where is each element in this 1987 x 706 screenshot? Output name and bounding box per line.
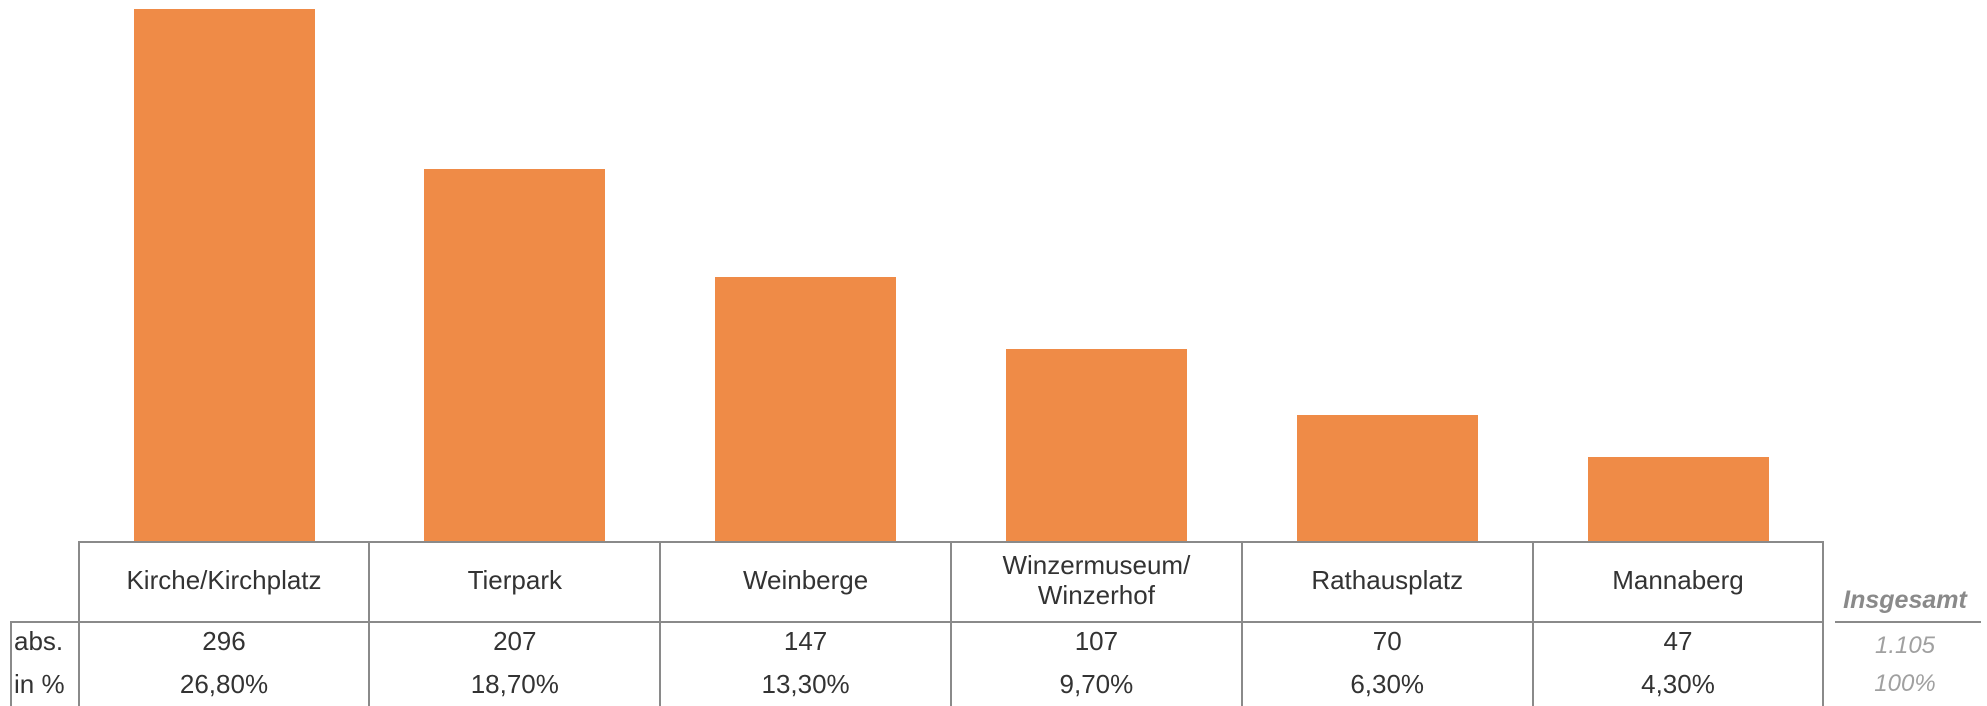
table-border xyxy=(10,621,1824,623)
value-label: 70 xyxy=(1372,626,1402,657)
total-label: Insgesamt xyxy=(1843,586,1967,614)
value-label: 147 xyxy=(783,626,828,657)
bar xyxy=(1005,348,1187,541)
category-label: Mannaberg xyxy=(1612,565,1744,596)
value-label: 47 xyxy=(1663,626,1693,657)
bar xyxy=(424,168,606,541)
category-label: Weinberge xyxy=(742,565,869,596)
value-label: 207 xyxy=(493,626,537,657)
category-label: Tierpark xyxy=(467,565,562,596)
table-border xyxy=(950,541,952,706)
table-border xyxy=(1531,541,1534,706)
bar xyxy=(133,9,315,541)
share-label: 4,30% xyxy=(1641,668,1715,699)
category-label: Kirche/Kirchplatz xyxy=(126,565,322,596)
bar xyxy=(1296,415,1478,541)
total-share: 100% xyxy=(1874,670,1936,697)
share-label: 13,30% xyxy=(761,668,850,699)
table-border xyxy=(10,621,12,706)
bar xyxy=(715,276,897,541)
total-underline xyxy=(1835,621,1981,623)
value-label: 296 xyxy=(202,626,246,657)
table-border xyxy=(77,541,80,706)
row-label: abs. xyxy=(14,626,64,657)
share-label: 9,70% xyxy=(1059,668,1134,699)
category-label: Rathausplatz xyxy=(1311,565,1464,596)
category-label: Winzermuseum/ Winzerhof xyxy=(1002,550,1191,610)
share-label: 18,70% xyxy=(470,668,559,699)
bar xyxy=(1587,456,1769,541)
share-label: 26,80% xyxy=(179,668,269,699)
total-value: 1.105 xyxy=(1874,632,1936,659)
share-label: 6,30% xyxy=(1350,668,1425,699)
value-label: 107 xyxy=(1074,626,1119,657)
table-border xyxy=(659,541,662,706)
row-label: in % xyxy=(14,668,65,699)
table-border xyxy=(1822,541,1825,706)
table-border xyxy=(1240,541,1243,706)
table-border xyxy=(368,541,371,706)
